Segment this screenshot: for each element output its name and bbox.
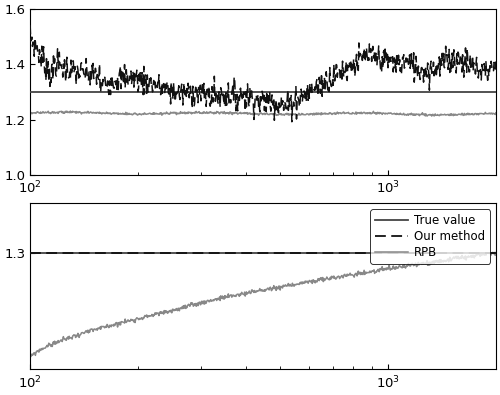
RPB (493, 250, 499, 255)
Our method (324, 251, 330, 256)
RPB (491, 250, 497, 255)
RPB (324, 275, 330, 279)
Legend: True value, Our method, RPB: True value, Our method, RPB (370, 209, 490, 264)
True value (493, 251, 499, 256)
Line: RPB: RPB (30, 252, 496, 359)
Our method (27, 251, 33, 256)
Our method (493, 251, 499, 256)
RPB (428, 260, 434, 265)
True value (27, 251, 33, 256)
Our method (428, 251, 434, 256)
True value (428, 251, 434, 256)
RPB (56, 340, 62, 345)
True value (56, 251, 62, 256)
Our method (298, 251, 304, 256)
True value (324, 251, 330, 256)
RPB (27, 356, 33, 361)
Our method (310, 251, 316, 256)
Our method (380, 251, 386, 256)
True value (298, 251, 304, 256)
RPB (310, 278, 316, 282)
RPB (380, 268, 386, 273)
True value (380, 251, 386, 256)
RPB (298, 281, 304, 286)
Our method (56, 251, 62, 256)
True value (310, 251, 316, 256)
